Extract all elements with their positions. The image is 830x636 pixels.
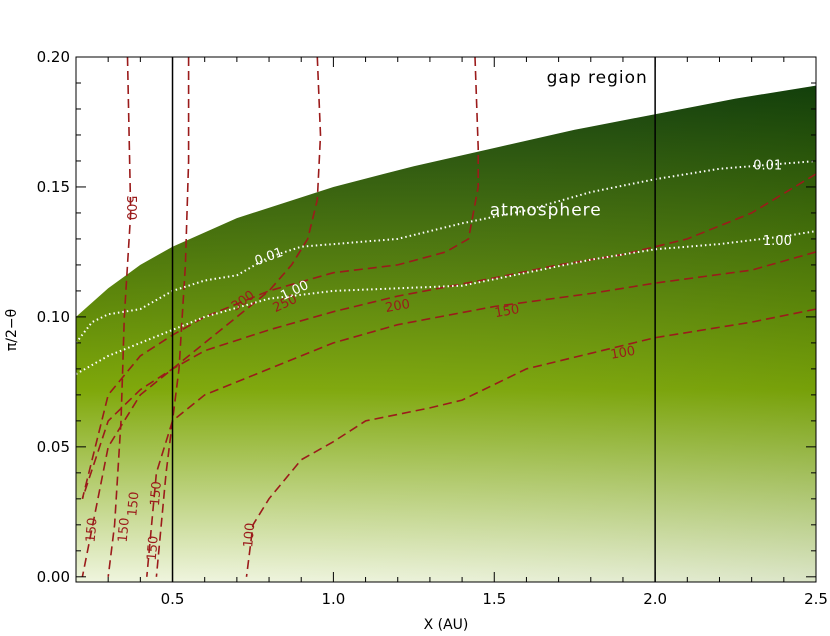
temperature-contour (81, 57, 322, 577)
x-tick-label: 1.0 (321, 590, 345, 608)
y-tick-label: 0.20 (37, 48, 70, 66)
annotations: gap region atmosphere (490, 68, 648, 221)
contour-label: 1.00 (763, 234, 792, 249)
x-tick-label: 2.0 (643, 590, 667, 608)
temperature-contours (81, 57, 816, 577)
plot-frame (75, 56, 817, 583)
temperature-contour (146, 251, 816, 577)
y-axis-label: π/2−θ (4, 309, 20, 351)
contour-label: 150 (148, 481, 165, 507)
temperature-contour (81, 173, 816, 500)
x-tick-label: 0.5 (161, 590, 185, 608)
contour-label: 100 (609, 344, 636, 363)
temperature-contour (155, 57, 190, 577)
vertical-lines (171, 57, 656, 582)
y-tick-label: 0.00 (37, 568, 70, 586)
contour-label: 150 (494, 302, 521, 321)
x-tick-label: 2.5 (804, 590, 828, 608)
x-axis: 0.5 1.0 1.5 2.0 2.5 (75, 57, 828, 608)
contour-label: 150 (116, 517, 133, 543)
contour-label: 500 (123, 195, 138, 220)
x-tick-label: 1.5 (482, 590, 506, 608)
annotation-label: gap region (547, 68, 648, 88)
disk-shade (76, 85, 816, 582)
contour-label: 0.01 (753, 159, 782, 174)
contour-label: 150 (84, 517, 101, 543)
temperature-contour (107, 57, 132, 577)
contour-label: 150 (125, 491, 142, 517)
temperature-contour (245, 308, 816, 577)
annotation-label: atmosphere (490, 201, 602, 221)
contour-label: 150 (145, 535, 162, 561)
contour-label: 100 (241, 522, 258, 548)
y-tick-label: 0.05 (37, 438, 70, 456)
y-axis: 0.00 0.05 0.10 0.15 0.20 (37, 48, 816, 586)
y-tick-label: 0.10 (37, 308, 70, 326)
contour-label: 200 (384, 297, 411, 316)
x-axis-label: X (AU) (424, 617, 469, 633)
y-tick-label: 0.15 (37, 178, 70, 196)
temperature-contour (81, 57, 479, 499)
